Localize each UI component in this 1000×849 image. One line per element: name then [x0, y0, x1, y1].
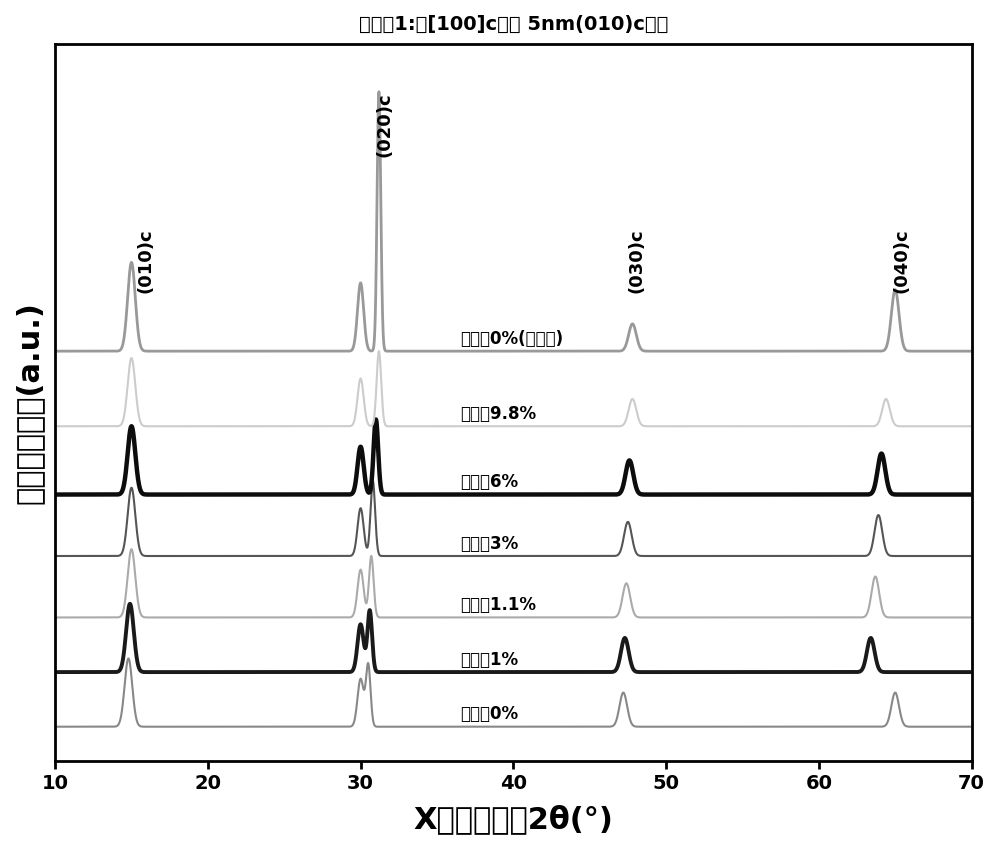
Text: 应变量3%: 应变量3% [460, 535, 518, 553]
Text: 应变量9.8%: 应变量9.8% [460, 405, 536, 423]
Text: 应变量1%: 应变量1% [460, 650, 518, 669]
Text: 应变量1.1%: 应变量1.1% [460, 596, 536, 614]
Text: (010)c: (010)c [136, 228, 154, 293]
X-axis label: X射线衍射角2θ(°): X射线衍射角2θ(°) [413, 804, 613, 834]
Title: 实施例1:沿[100]c拉伸 5nm(010)c薄膜: 实施例1:沿[100]c拉伸 5nm(010)c薄膜 [359, 15, 668, 34]
Text: (030)c: (030)c [628, 228, 646, 293]
Text: (020)c: (020)c [376, 92, 394, 156]
Text: 应变量0%(断裂后): 应变量0%(断裂后) [460, 329, 563, 348]
Text: (040)c: (040)c [892, 228, 910, 293]
Text: 应变量6%: 应变量6% [460, 473, 518, 491]
Text: 应变量0%: 应变量0% [460, 706, 518, 723]
Y-axis label: 相对衍射强度(a.u.): 相对衍射强度(a.u.) [15, 301, 44, 503]
